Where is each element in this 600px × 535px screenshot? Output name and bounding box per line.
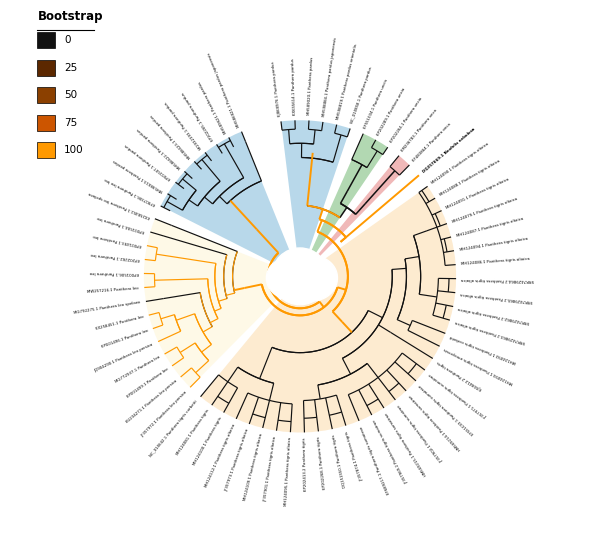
Wedge shape — [144, 219, 300, 387]
Text: KP001507.1 Panthera pardus: KP001507.1 Panthera pardus — [125, 143, 172, 181]
Text: 0: 0 — [64, 35, 71, 45]
Text: MH124095.1 Panthera tigris altaica: MH124095.1 Panthera tigris altaica — [284, 438, 292, 507]
Bar — [37, 142, 55, 158]
Wedge shape — [300, 175, 419, 277]
Wedge shape — [300, 134, 388, 277]
Text: MH598613.1 Panthera pardus: MH598613.1 Panthera pardus — [113, 158, 164, 193]
Bar — [37, 60, 55, 76]
Text: 25: 25 — [64, 63, 77, 73]
Text: MH124100.1 Panthera tigris: MH124100.1 Panthera tigris — [193, 416, 223, 466]
Text: 75: 75 — [64, 118, 77, 128]
Text: Bootstrap: Bootstrap — [37, 10, 103, 23]
Text: JF357972.1 Panthera leo persica: JF357972.1 Panthera leo persica — [140, 389, 188, 438]
Text: KP001493.1 Panthera leo: KP001493.1 Panthera leo — [92, 233, 142, 247]
Text: KX258452.1 Panthera leo spelaea: KX258452.1 Panthera leo spelaea — [88, 190, 151, 219]
Text: EF551004.1 Panthera uncia: EF551004.1 Panthera uncia — [364, 79, 389, 129]
Bar — [37, 115, 55, 131]
Text: KP001496.1 Panthera leo: KP001496.1 Panthera leo — [101, 328, 149, 349]
Text: JF357901.1 Panthera tigris altaica: JF357901.1 Panthera tigris altaica — [264, 435, 278, 502]
Text: JF357971.1 Panthera tigris sumatrae: JF357971.1 Panthera tigris sumatrae — [428, 372, 488, 418]
Text: KP202268.1 Panthera tigris: KP202268.1 Panthera tigris — [317, 437, 328, 490]
Text: 100: 100 — [64, 146, 83, 155]
Text: KP202289.1 Panthera uncia: KP202289.1 Panthera uncia — [377, 87, 406, 136]
Polygon shape — [266, 256, 337, 301]
Text: MH124086.1 Panthera tigris altaica: MH124086.1 Panthera tigris altaica — [461, 257, 530, 266]
Text: MH589020.1 Panthera pardus: MH589020.1 Panthera pardus — [307, 57, 314, 116]
Text: KF907306.1 Panthera leo leo: KF907306.1 Panthera leo leo — [104, 176, 157, 205]
Text: DQ151550.1 Panthera tigris: DQ151550.1 Panthera tigris — [331, 434, 347, 488]
Text: MH586622.1 Panthera pardus: MH586622.1 Panthera pardus — [136, 127, 182, 169]
Text: JF357969.2 Panthera tigris sumatrae: JF357969.2 Panthera tigris sumatrae — [373, 419, 409, 484]
Text: KP001499.1 Panthera leo: KP001499.1 Panthera leo — [126, 368, 169, 399]
Text: MG932393.1 Panthera pardus: MG932393.1 Panthera pardus — [164, 101, 203, 149]
Text: MH586623.1 Panthera pardus: MH586623.1 Panthera pardus — [150, 113, 192, 159]
Text: KP001506.1 Panthera leo: KP001506.1 Panthera leo — [89, 271, 139, 276]
Text: 50: 50 — [64, 90, 77, 101]
Text: KM236783.1 Panthera onca: KM236783.1 Panthera onca — [401, 109, 438, 153]
Text: HM569215.1 Panthera tigris sumatrae: HM569215.1 Panthera tigris sumatrae — [385, 411, 428, 476]
Text: NC_010858.1 Panthera pardus: NC_010858.1 Panthera pardus — [350, 66, 373, 124]
Text: KF483864.1 Panthera onca: KF483864.1 Panthera onca — [412, 122, 452, 163]
Text: MH598819.1 Panthera pardus orientalis: MH598819.1 Panthera pardus orientalis — [336, 43, 358, 120]
Text: KF689217.1 Panthera tigris sumatrae: KF689217.1 Panthera tigris sumatrae — [359, 425, 391, 494]
Text: KX655614.1 Panthera pardus: KX655614.1 Panthera pardus — [291, 58, 297, 115]
Text: KP001504.1 Panthera leo: KP001504.1 Panthera leo — [97, 215, 146, 232]
Text: SRR7429862.2 Panthera tigris altaica: SRR7429862.2 Panthera tigris altaica — [458, 305, 530, 324]
Bar — [37, 87, 55, 103]
Text: MH124112.1 Panthera tigris altaica: MH124112.1 Panthera tigris altaica — [204, 423, 236, 487]
Text: DQ257669.1 Neofelis nebulosa: DQ257669.1 Neofelis nebulosa — [422, 127, 476, 173]
Text: EF551003.1 Panthera tigris sumatrae: EF551003.1 Panthera tigris sumatrae — [419, 383, 475, 435]
Text: HM569214.1 Panthera tigris sumatrae: HM569214.1 Panthera tigris sumatrae — [408, 393, 462, 451]
Text: MG792275.1 Panthera leo spelaea: MG792275.1 Panthera leo spelaea — [74, 300, 141, 315]
Text: KJ508412.2 Panthera tigris: KJ508412.2 Panthera tigris — [436, 360, 482, 391]
Circle shape — [272, 248, 328, 305]
Text: JF357874.1 Panthera tigris: JF357874.1 Panthera tigris — [346, 430, 365, 481]
Text: MW257216.1 Panthera leo: MW257216.1 Panthera leo — [87, 286, 139, 294]
Text: SRR7429863.2 Panthera tigris altaica: SRR7429863.2 Panthera tigris altaica — [454, 320, 526, 344]
Text: KP202264.1 Panthera uncia: KP202264.1 Panthera uncia — [389, 97, 423, 144]
Text: MH124091.1 Panthera tigris altaica: MH124091.1 Panthera tigris altaica — [446, 178, 510, 210]
Text: KP202262.1 Panthera leo: KP202262.1 Panthera leo — [90, 251, 140, 261]
Text: MG772937.1 Panthera leo: MG772937.1 Panthera leo — [115, 355, 161, 384]
Text: NC_010642.1 Panthera tigris corbetti: NC_010642.1 Panthera tigris corbetti — [149, 400, 199, 458]
Text: KJ868976.1 Panthera pardus: KJ868976.1 Panthera pardus — [272, 61, 283, 117]
Text: MH124087.1 Panthera tigris altaica: MH124087.1 Panthera tigris altaica — [456, 216, 524, 238]
Wedge shape — [300, 156, 409, 277]
Text: MH124093.1 Panthera tigris amoyensis: MH124093.1 Panthera tigris amoyensis — [443, 347, 514, 385]
Text: JF357902.1 Panthera tigris sumatrae: JF357902.1 Panthera tigris sumatrae — [397, 403, 444, 462]
Text: MH124109.1 Panthera tigris altaica: MH124109.1 Panthera tigris altaica — [243, 433, 263, 501]
Text: MH586821.1 Panthera pardus japonensis: MH586821.1 Panthera pardus japonensis — [208, 51, 241, 127]
Text: KU234271.1 Panthera leo persica: KU234271.1 Panthera leo persica — [125, 379, 178, 424]
Text: MH124088.1 Panthera tigris altaica: MH124088.1 Panthera tigris altaica — [439, 159, 500, 197]
Wedge shape — [281, 120, 350, 277]
Wedge shape — [161, 132, 300, 277]
Bar — [37, 33, 55, 48]
Text: JQ904290.1 Panthera leo persica: JQ904290.1 Panthera leo persica — [94, 342, 154, 372]
Text: MH589621.1 Panthera pardus: MH589621.1 Panthera pardus — [198, 80, 228, 134]
Text: SRR7429865.2 Panthera tigris altaica: SRR7429865.2 Panthera tigris altaica — [460, 291, 533, 303]
Text: MH124092.1 Panthera tigris corbetti: MH124092.1 Panthera tigris corbetti — [449, 333, 517, 363]
Text: SRR7429864.2 Panthera tigris altaica: SRR7429864.2 Panthera tigris altaica — [461, 277, 535, 282]
Text: MH124079.1 Panthera tigris altaica: MH124079.1 Panthera tigris altaica — [451, 196, 518, 224]
Text: JF357973.1 Panthera tigris altaica: JF357973.1 Panthera tigris altaica — [224, 429, 250, 492]
Text: MH124090.1 Panthera tigris altaica: MH124090.1 Panthera tigris altaica — [431, 142, 490, 185]
Text: MH124081.1 Panthera tigris: MH124081.1 Panthera tigris — [176, 408, 211, 456]
Text: KP202413.2 Panthera tigris: KP202413.2 Panthera tigris — [302, 438, 308, 491]
Text: MH598866.1 Panthera pardus japonensis: MH598866.1 Panthera pardus japonensis — [322, 37, 337, 117]
Text: KX258451.1 Panthera leo: KX258451.1 Panthera leo — [95, 315, 144, 331]
Text: MH124094.1 Panthera tigris altaica: MH124094.1 Panthera tigris altaica — [459, 236, 528, 252]
Wedge shape — [200, 186, 456, 432]
Text: KP202265.1 Panthera pardus: KP202265.1 Panthera pardus — [182, 91, 215, 141]
